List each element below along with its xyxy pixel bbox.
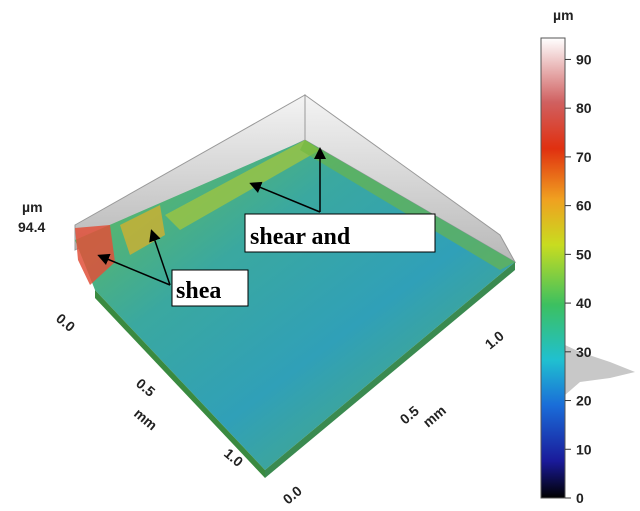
axis-tick: 0.0 [53, 310, 78, 335]
colorbar-tick-label: 30 [576, 344, 592, 360]
colorbar-tick-label: 10 [576, 441, 592, 457]
axis-unit: mm [420, 402, 449, 430]
colorbar-unit: µm [553, 7, 574, 23]
histogram [565, 345, 635, 395]
z-unit: µm [22, 199, 43, 215]
colorbar-tick-label: 60 [576, 198, 592, 214]
colorbar-tick-label: 20 [576, 393, 592, 409]
colorbar-tick-label: 50 [576, 246, 592, 262]
colorbar-tick-label: 80 [576, 100, 592, 116]
axis-tick: 1.0 [482, 327, 507, 352]
arrow [149, 229, 171, 286]
surface-ridge [165, 140, 320, 230]
colorbar-ticks: 0 10 20 30 40 50 60 70 80 90 [565, 51, 592, 506]
axis-tick: 0.5 [133, 375, 158, 400]
colorbar-tick-label: 90 [576, 51, 592, 67]
annotation: shea [176, 278, 221, 304]
annotation-box [171, 269, 249, 307]
surface-edge [300, 140, 515, 270]
colorbar-tick-label: 70 [576, 149, 592, 165]
annotation-box [244, 213, 436, 253]
annotation: shear and [250, 224, 351, 250]
axis-unit: mm [131, 405, 160, 433]
colorbar-tick-label: 0 [576, 490, 584, 506]
colorbar [540, 37, 566, 499]
surface-ridge [120, 205, 165, 255]
axis-tick: 0.5 [397, 402, 422, 427]
colorbar-tick-label: 40 [576, 295, 592, 311]
arrow [97, 253, 171, 286]
axis-tick: 0.0 [280, 482, 305, 507]
z-max: 94.4 [18, 219, 45, 235]
arrow [249, 181, 321, 213]
surface-side [95, 290, 265, 478]
surface-side [265, 262, 515, 478]
surface-peak [75, 225, 115, 285]
